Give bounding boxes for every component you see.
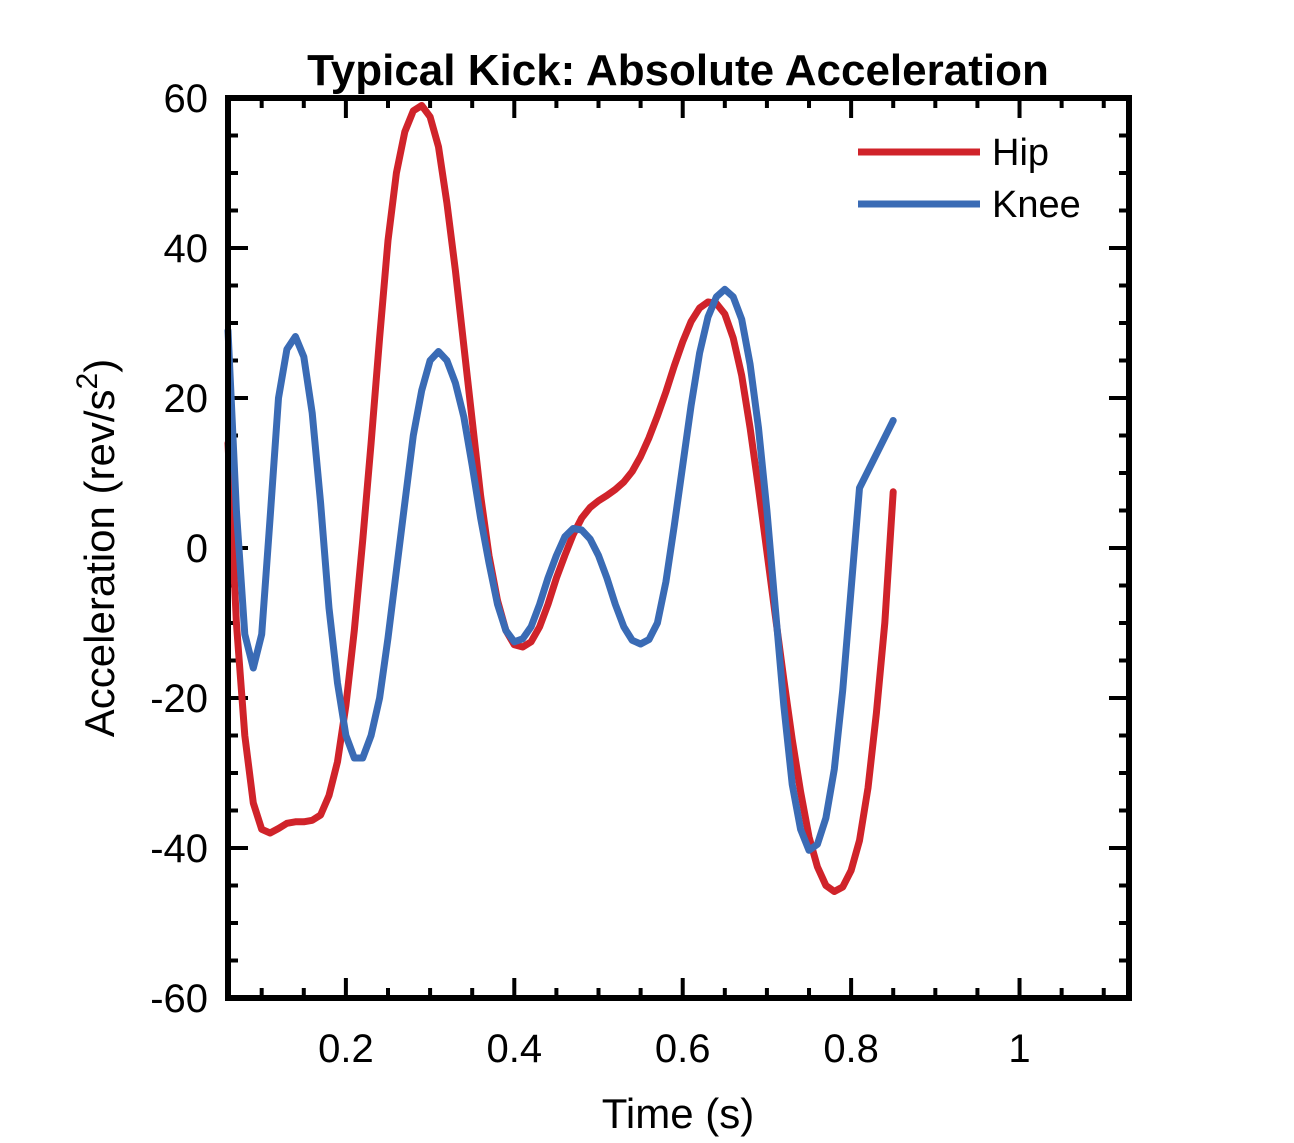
y-axis-label: Acceleration (rev/s2) [71, 359, 123, 737]
plot-frame [225, 95, 1132, 1001]
y-tick-label: 0 [186, 527, 208, 571]
y-tick-label: -60 [150, 977, 208, 1021]
x-tick-label: 0.6 [655, 1027, 711, 1071]
x-tick-label: 1 [1008, 1027, 1030, 1071]
series-line-knee [224, 285, 897, 854]
y-tick-label: 20 [164, 377, 209, 421]
x-tick-label: 0.2 [318, 1027, 374, 1071]
y-axis-label-main: Acceleration (rev/s [76, 389, 123, 737]
chart-title: Typical Kick: Absolute Acceleration [307, 46, 1049, 95]
legend-label-hip: Hip [992, 132, 1049, 174]
tick-labels: -60 -40 -20 0 20 40 60 0.2 0.4 0.6 0.8 1 [150, 77, 1030, 1071]
legend: Hip Knee [858, 132, 1081, 226]
y-axis-label-close: ) [76, 359, 123, 373]
y-tick-label: 40 [164, 227, 209, 271]
legend-label-knee: Knee [992, 184, 1081, 226]
x-axis-label: Time (s) [602, 1090, 754, 1137]
y-axis-label-superscript: 2 [71, 373, 104, 390]
plot-lines [224, 102, 897, 895]
y-tick-label: -40 [150, 827, 208, 871]
y-tick-label: -20 [150, 677, 208, 721]
x-tick-label: 0.4 [486, 1027, 542, 1071]
x-tick-label: 0.8 [823, 1027, 879, 1071]
y-tick-label: 60 [164, 77, 209, 121]
